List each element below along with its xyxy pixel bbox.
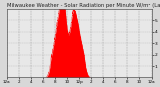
Text: Milwaukee Weather - Solar Radiation per Minute W/m² (Last 24 Hours): Milwaukee Weather - Solar Radiation per … — [7, 3, 160, 8]
